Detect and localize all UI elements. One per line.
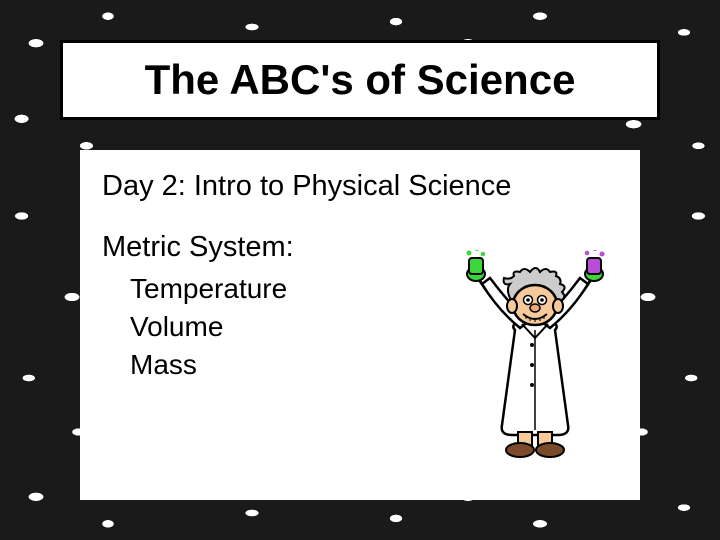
scientist-illustration (450, 250, 620, 460)
slide-title: The ABC's of Science (145, 56, 576, 104)
slide-subtitle: Day 2: Intro to Physical Science (102, 170, 618, 203)
title-box: The ABC's of Science (60, 40, 660, 120)
